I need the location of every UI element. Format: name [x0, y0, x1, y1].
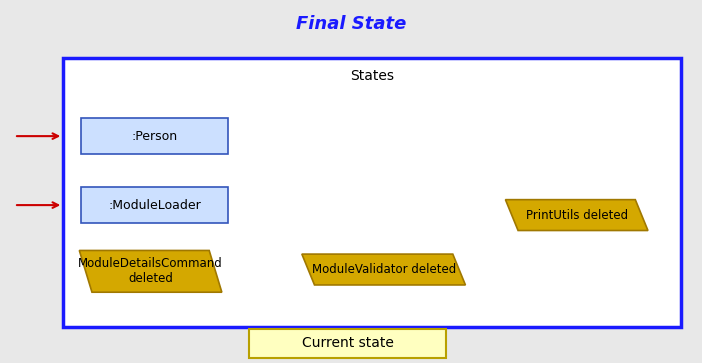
FancyBboxPatch shape: [249, 329, 446, 358]
Polygon shape: [79, 250, 222, 292]
Polygon shape: [302, 254, 465, 285]
Text: States: States: [350, 69, 394, 83]
Polygon shape: [505, 200, 648, 231]
FancyBboxPatch shape: [63, 58, 681, 327]
Text: :ModuleLoader: :ModuleLoader: [108, 199, 201, 212]
Text: Current state: Current state: [302, 336, 393, 350]
Text: ModuleValidator deleted: ModuleValidator deleted: [312, 263, 456, 276]
Text: ModuleDetailsCommand
deleted: ModuleDetailsCommand deleted: [78, 257, 223, 285]
Text: PrintUtils deleted: PrintUtils deleted: [526, 209, 628, 221]
Text: Final State: Final State: [296, 15, 406, 33]
FancyBboxPatch shape: [81, 118, 228, 154]
Text: :Person: :Person: [131, 130, 178, 143]
FancyBboxPatch shape: [81, 187, 228, 223]
